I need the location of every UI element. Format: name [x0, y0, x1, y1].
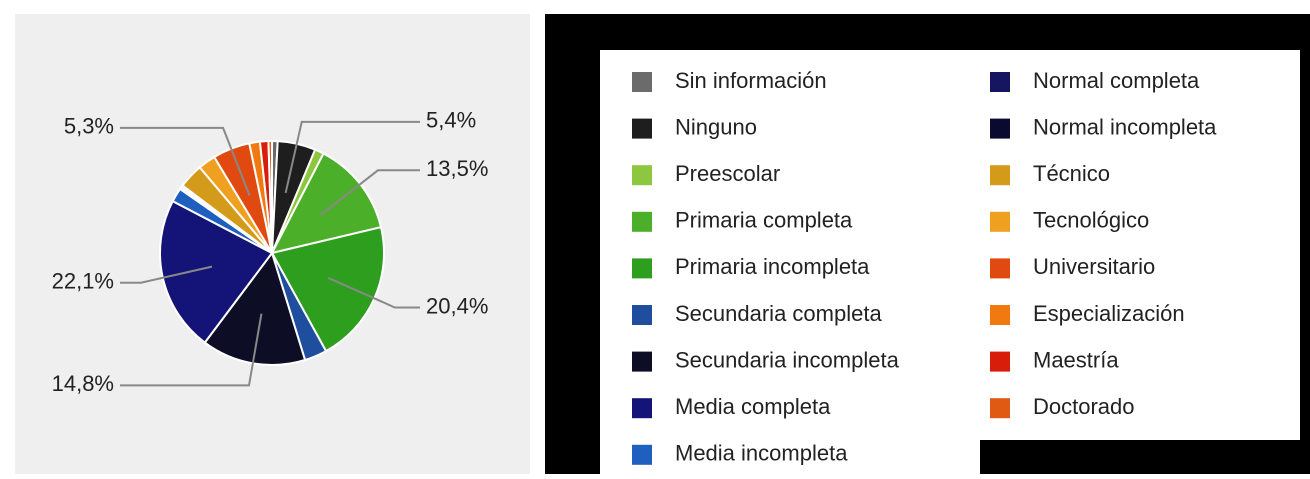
legend-label: Primaria incompleta [675, 254, 870, 279]
pie-slice [267, 139, 273, 254]
legend-swatch [990, 258, 1010, 279]
legend-swatch [632, 118, 652, 139]
legend-swatch [990, 398, 1010, 419]
legend-label: Normal completa [1033, 68, 1200, 93]
legend-label: Media incompleta [675, 441, 848, 466]
legend-label: Primaria completa [675, 208, 853, 233]
legend-label: Universitario [1033, 254, 1155, 279]
data-label: 14,8% [52, 371, 114, 396]
legend-label: Preescolar [675, 161, 780, 186]
data-label: 5,4% [426, 108, 476, 133]
legend-label: Técnico [1033, 161, 1110, 186]
legend-swatch [632, 211, 652, 232]
legend-label: Tecnológico [1033, 208, 1149, 233]
leader-line [120, 126, 251, 196]
legend-swatch [632, 258, 652, 279]
legend-swatch [632, 351, 652, 372]
legend-swatch [632, 305, 652, 325]
legend-swatch [632, 444, 652, 465]
legend-swatch [632, 398, 652, 419]
data-label: 22,1% [52, 269, 114, 294]
data-label: 5,3% [64, 114, 114, 139]
legend-label: Secundaria completa [675, 301, 882, 326]
leader-line [319, 169, 420, 216]
legend-swatch [990, 118, 1010, 139]
leader-line [327, 277, 420, 309]
legend-swatch [632, 165, 652, 186]
legend-label: Normal incompleta [1033, 114, 1217, 139]
legend-label: Secundaria incompleta [675, 347, 900, 372]
legend-label: Especialización [1033, 301, 1185, 326]
legend-label: Doctorado [1033, 394, 1135, 419]
legend-label: Ninguno [675, 114, 757, 139]
leader-line [284, 120, 420, 194]
legend-panel [600, 50, 1300, 440]
data-label: 13,5% [426, 156, 488, 181]
legend-swatch [632, 72, 652, 92]
legend-label: Media completa [675, 394, 831, 419]
legend-label: Maestría [1033, 347, 1119, 372]
legend-swatch [990, 165, 1010, 186]
legend-swatch [990, 351, 1010, 372]
legend-panel [600, 440, 980, 474]
leader-line [120, 265, 213, 284]
legend-swatch [990, 305, 1010, 325]
data-label: 20,4% [426, 293, 488, 318]
leader-line [120, 313, 263, 387]
legend-swatch [990, 211, 1010, 232]
legend-label: Sin información [675, 68, 827, 93]
legend-swatch [990, 72, 1010, 92]
